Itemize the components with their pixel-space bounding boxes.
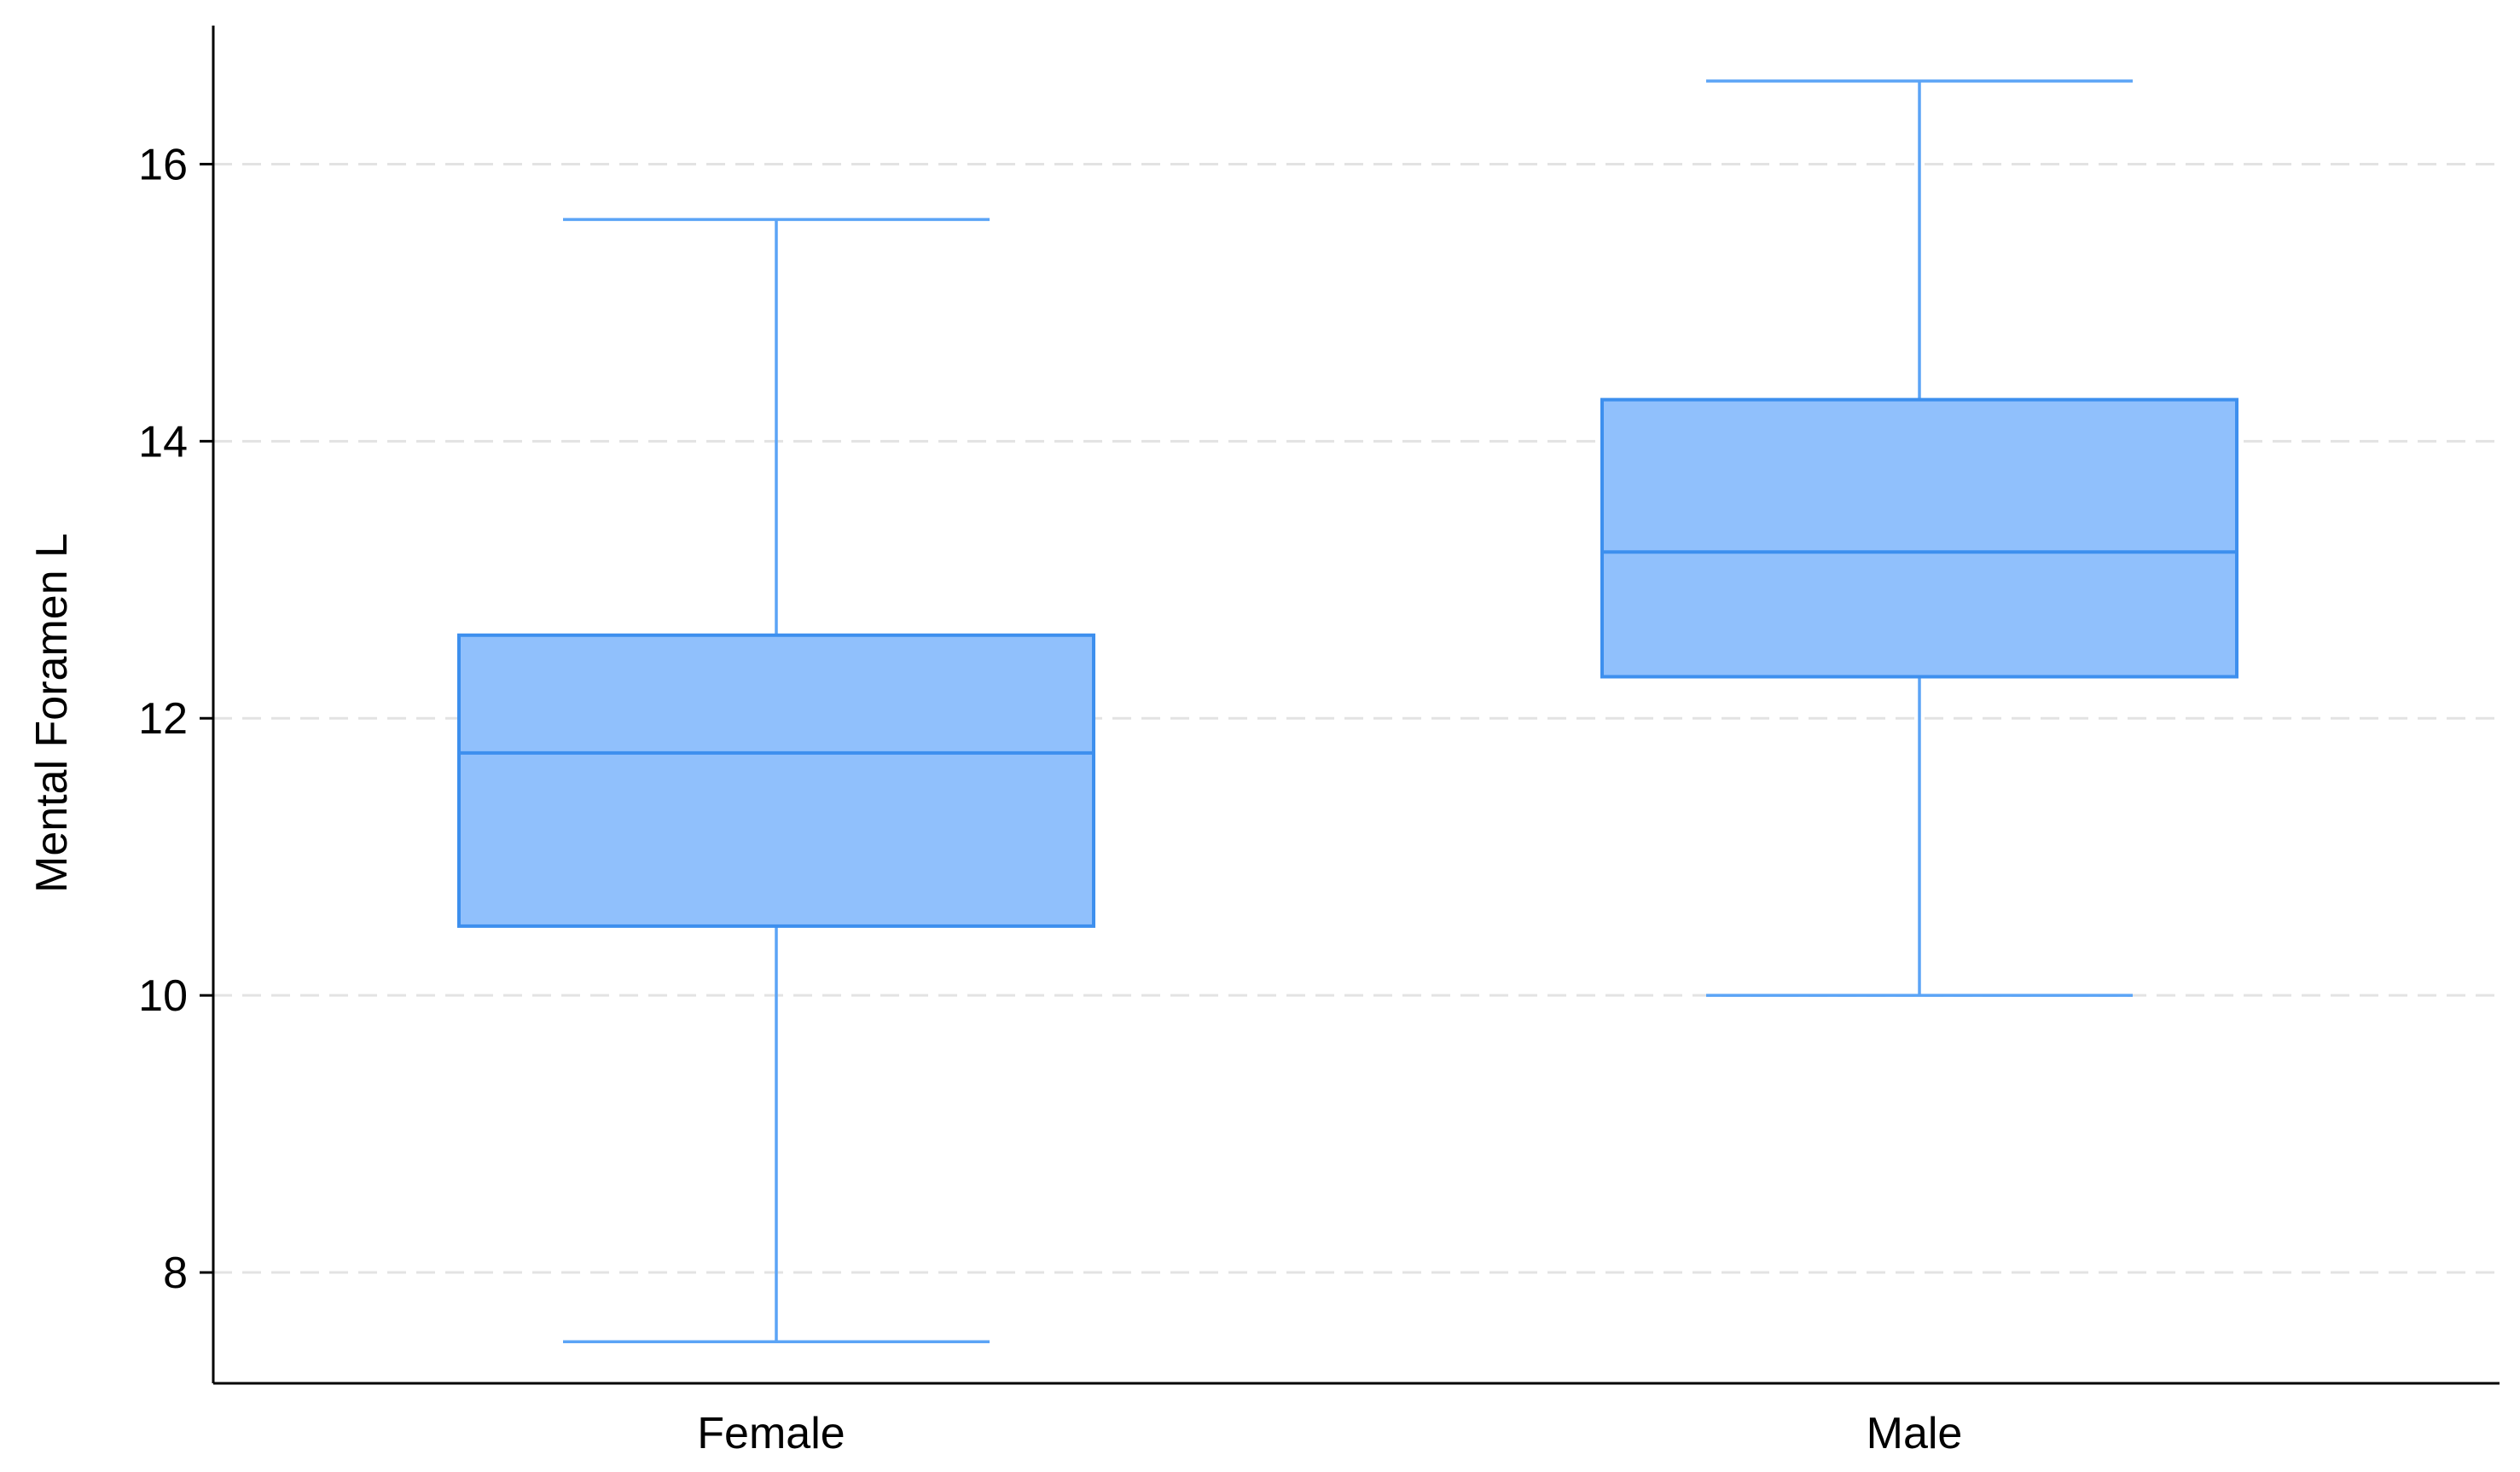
y-axis-title: Mental Foramen L xyxy=(27,533,77,893)
x-tick-label: Male xyxy=(1867,1409,1963,1458)
box-female xyxy=(457,217,1095,1344)
x-tick-label: Female xyxy=(697,1409,845,1458)
y-tick-label: 16 xyxy=(138,140,188,189)
y-tick-label: 14 xyxy=(138,417,188,467)
x-tick-labels: Female Male xyxy=(697,1409,1962,1458)
iqr-box xyxy=(1600,397,2238,679)
y-tick-labels: 8 10 12 14 16 xyxy=(138,140,213,1298)
y-tick-label: 10 xyxy=(138,971,188,1021)
y-tick-label: 12 xyxy=(138,694,188,744)
iqr-box xyxy=(457,633,1095,928)
y-tick-label: 8 xyxy=(163,1249,188,1298)
boxes xyxy=(457,79,2238,1344)
box-male xyxy=(1600,79,2238,997)
axes xyxy=(212,26,2500,1385)
